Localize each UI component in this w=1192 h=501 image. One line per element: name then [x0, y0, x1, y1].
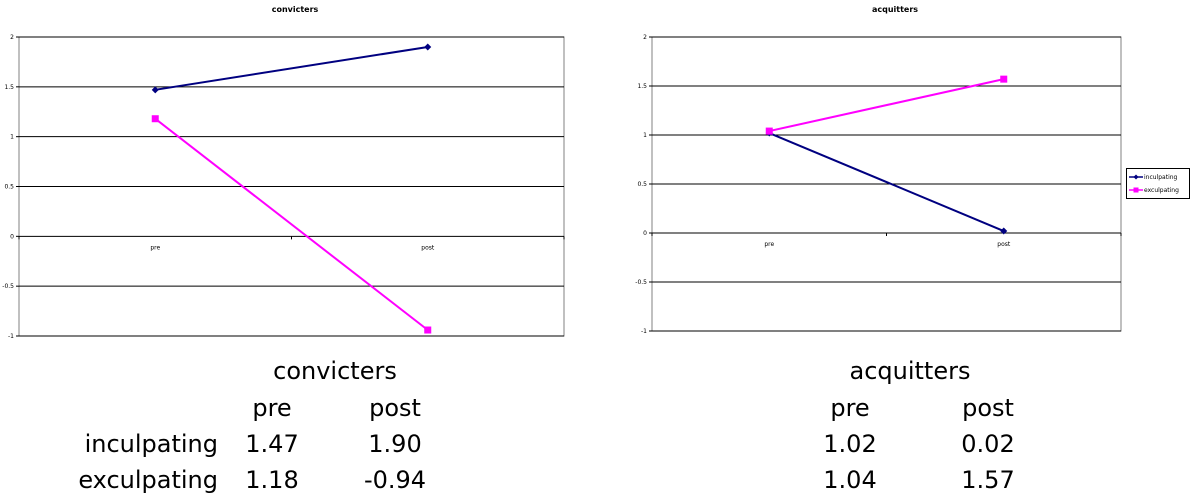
convicters-table: convicters pre post inculpating exculpat…: [0, 355, 600, 501]
x-tick-label: pre: [150, 244, 160, 251]
table-cell: 1.02: [823, 430, 877, 458]
y-tick-label: -0.5: [2, 283, 14, 290]
table-cell: 1.57: [961, 466, 1015, 494]
x-tick-label: post: [997, 241, 1011, 248]
column-header-post: post: [962, 394, 1014, 422]
y-tick-label: 0: [643, 230, 647, 237]
y-tick-label: 2: [10, 34, 14, 41]
table-title: acquitters: [849, 357, 971, 385]
table-cell: 0.02: [961, 430, 1015, 458]
data-point-inculpating: [151, 86, 159, 94]
y-tick-label: 0.5: [4, 184, 14, 191]
table-cell: 1.18: [245, 466, 299, 494]
convicters-chart: convicters 2 1.5 1 0.5 0 -0.5 -1 pre post: [0, 0, 590, 345]
data-point-inculpating: [1000, 227, 1008, 235]
column-header-post: post: [369, 394, 421, 422]
legend-label: inculpating: [1144, 173, 1178, 181]
series-line-exculpating: [769, 78, 1004, 133]
y-tick-label: 0: [10, 233, 14, 240]
y-tick-label: 0.5: [637, 181, 647, 188]
y-tick-label: -0.5: [635, 279, 647, 286]
series-line-inculpating: [155, 45, 428, 91]
data-point-exculpating: [765, 127, 773, 135]
y-tick-label: 1: [643, 132, 647, 139]
table-title: convicters: [273, 357, 397, 385]
legend-label: exculpating: [1144, 186, 1179, 194]
legend-swatch-inculpating: [1129, 174, 1143, 180]
table-cell: 1.47: [245, 430, 299, 458]
y-tick-label: 1: [10, 134, 14, 141]
data-point-exculpating: [151, 115, 159, 123]
row-label-exculpating: exculpating: [78, 466, 218, 494]
acquitters-plot: 2 1.5 1 0.5 0 -0.5 -1 pre post: [635, 34, 1122, 335]
row-label-inculpating: inculpating: [84, 430, 218, 458]
table-cell: 1.90: [368, 430, 422, 458]
data-point-exculpating: [1000, 75, 1008, 83]
x-tick-label: post: [421, 244, 435, 251]
data-point-inculpating: [424, 43, 432, 51]
table-cell: -0.94: [363, 466, 427, 494]
table-cell: 1.04: [823, 466, 877, 494]
column-header-pre: pre: [830, 394, 870, 422]
legend-swatch-exculpating: [1129, 187, 1143, 193]
y-tick-label: 1.5: [637, 83, 647, 90]
acquitters-chart: acquitters 2 1.5 1 0.5 0 -0.5 -1 pre post inculp…: [600, 0, 1192, 345]
chart-title: convicters: [271, 5, 319, 14]
y-tick-label: 2: [643, 34, 647, 41]
x-tick-label: pre: [764, 241, 774, 248]
series-line-exculpating: [154, 117, 429, 331]
legend-item-inculpating: inculpating: [1129, 172, 1177, 182]
legend-item-exculpating: exculpating: [1129, 185, 1179, 195]
column-header-pre: pre: [252, 394, 292, 422]
acquitters-table: acquitters pre post 1.02 0.02 1.04 1.57: [600, 355, 1192, 501]
y-tick-label: 1.5: [4, 84, 14, 91]
series-line-inculpating: [768, 132, 1005, 232]
chart-title: acquitters: [871, 5, 919, 14]
y-tick-label: -1: [641, 328, 647, 335]
y-tick-label: -1: [8, 333, 14, 340]
legend: inculpating exculpating: [1126, 168, 1190, 199]
convicters-plot: 2 1.5 1 0.5 0 -0.5 -1 pre post: [2, 34, 565, 340]
data-point-exculpating: [424, 326, 432, 334]
